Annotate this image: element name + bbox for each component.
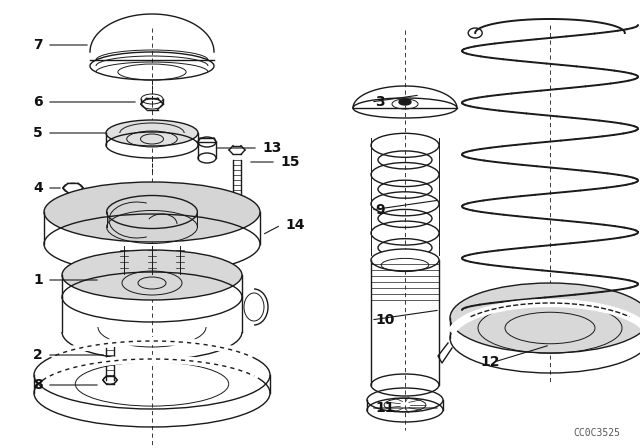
Text: 6: 6 [33, 95, 43, 109]
Text: 2: 2 [33, 348, 43, 362]
Text: CC0C3525: CC0C3525 [573, 428, 620, 438]
Ellipse shape [450, 283, 640, 353]
Text: 5: 5 [33, 126, 43, 140]
Text: 10: 10 [375, 313, 394, 327]
Text: 11: 11 [375, 401, 394, 415]
Text: 15: 15 [280, 155, 300, 169]
Text: 8: 8 [33, 378, 43, 392]
Text: 1: 1 [33, 273, 43, 287]
Text: 12: 12 [480, 355, 499, 369]
Ellipse shape [399, 99, 411, 105]
Text: 9: 9 [375, 203, 385, 217]
Text: 7: 7 [33, 38, 43, 52]
Text: 13: 13 [262, 141, 282, 155]
Text: 14: 14 [285, 218, 305, 232]
Text: 3: 3 [375, 95, 385, 109]
Ellipse shape [62, 250, 242, 300]
Ellipse shape [371, 249, 439, 271]
Ellipse shape [44, 182, 260, 242]
Text: 4: 4 [33, 181, 43, 195]
Ellipse shape [106, 120, 198, 146]
